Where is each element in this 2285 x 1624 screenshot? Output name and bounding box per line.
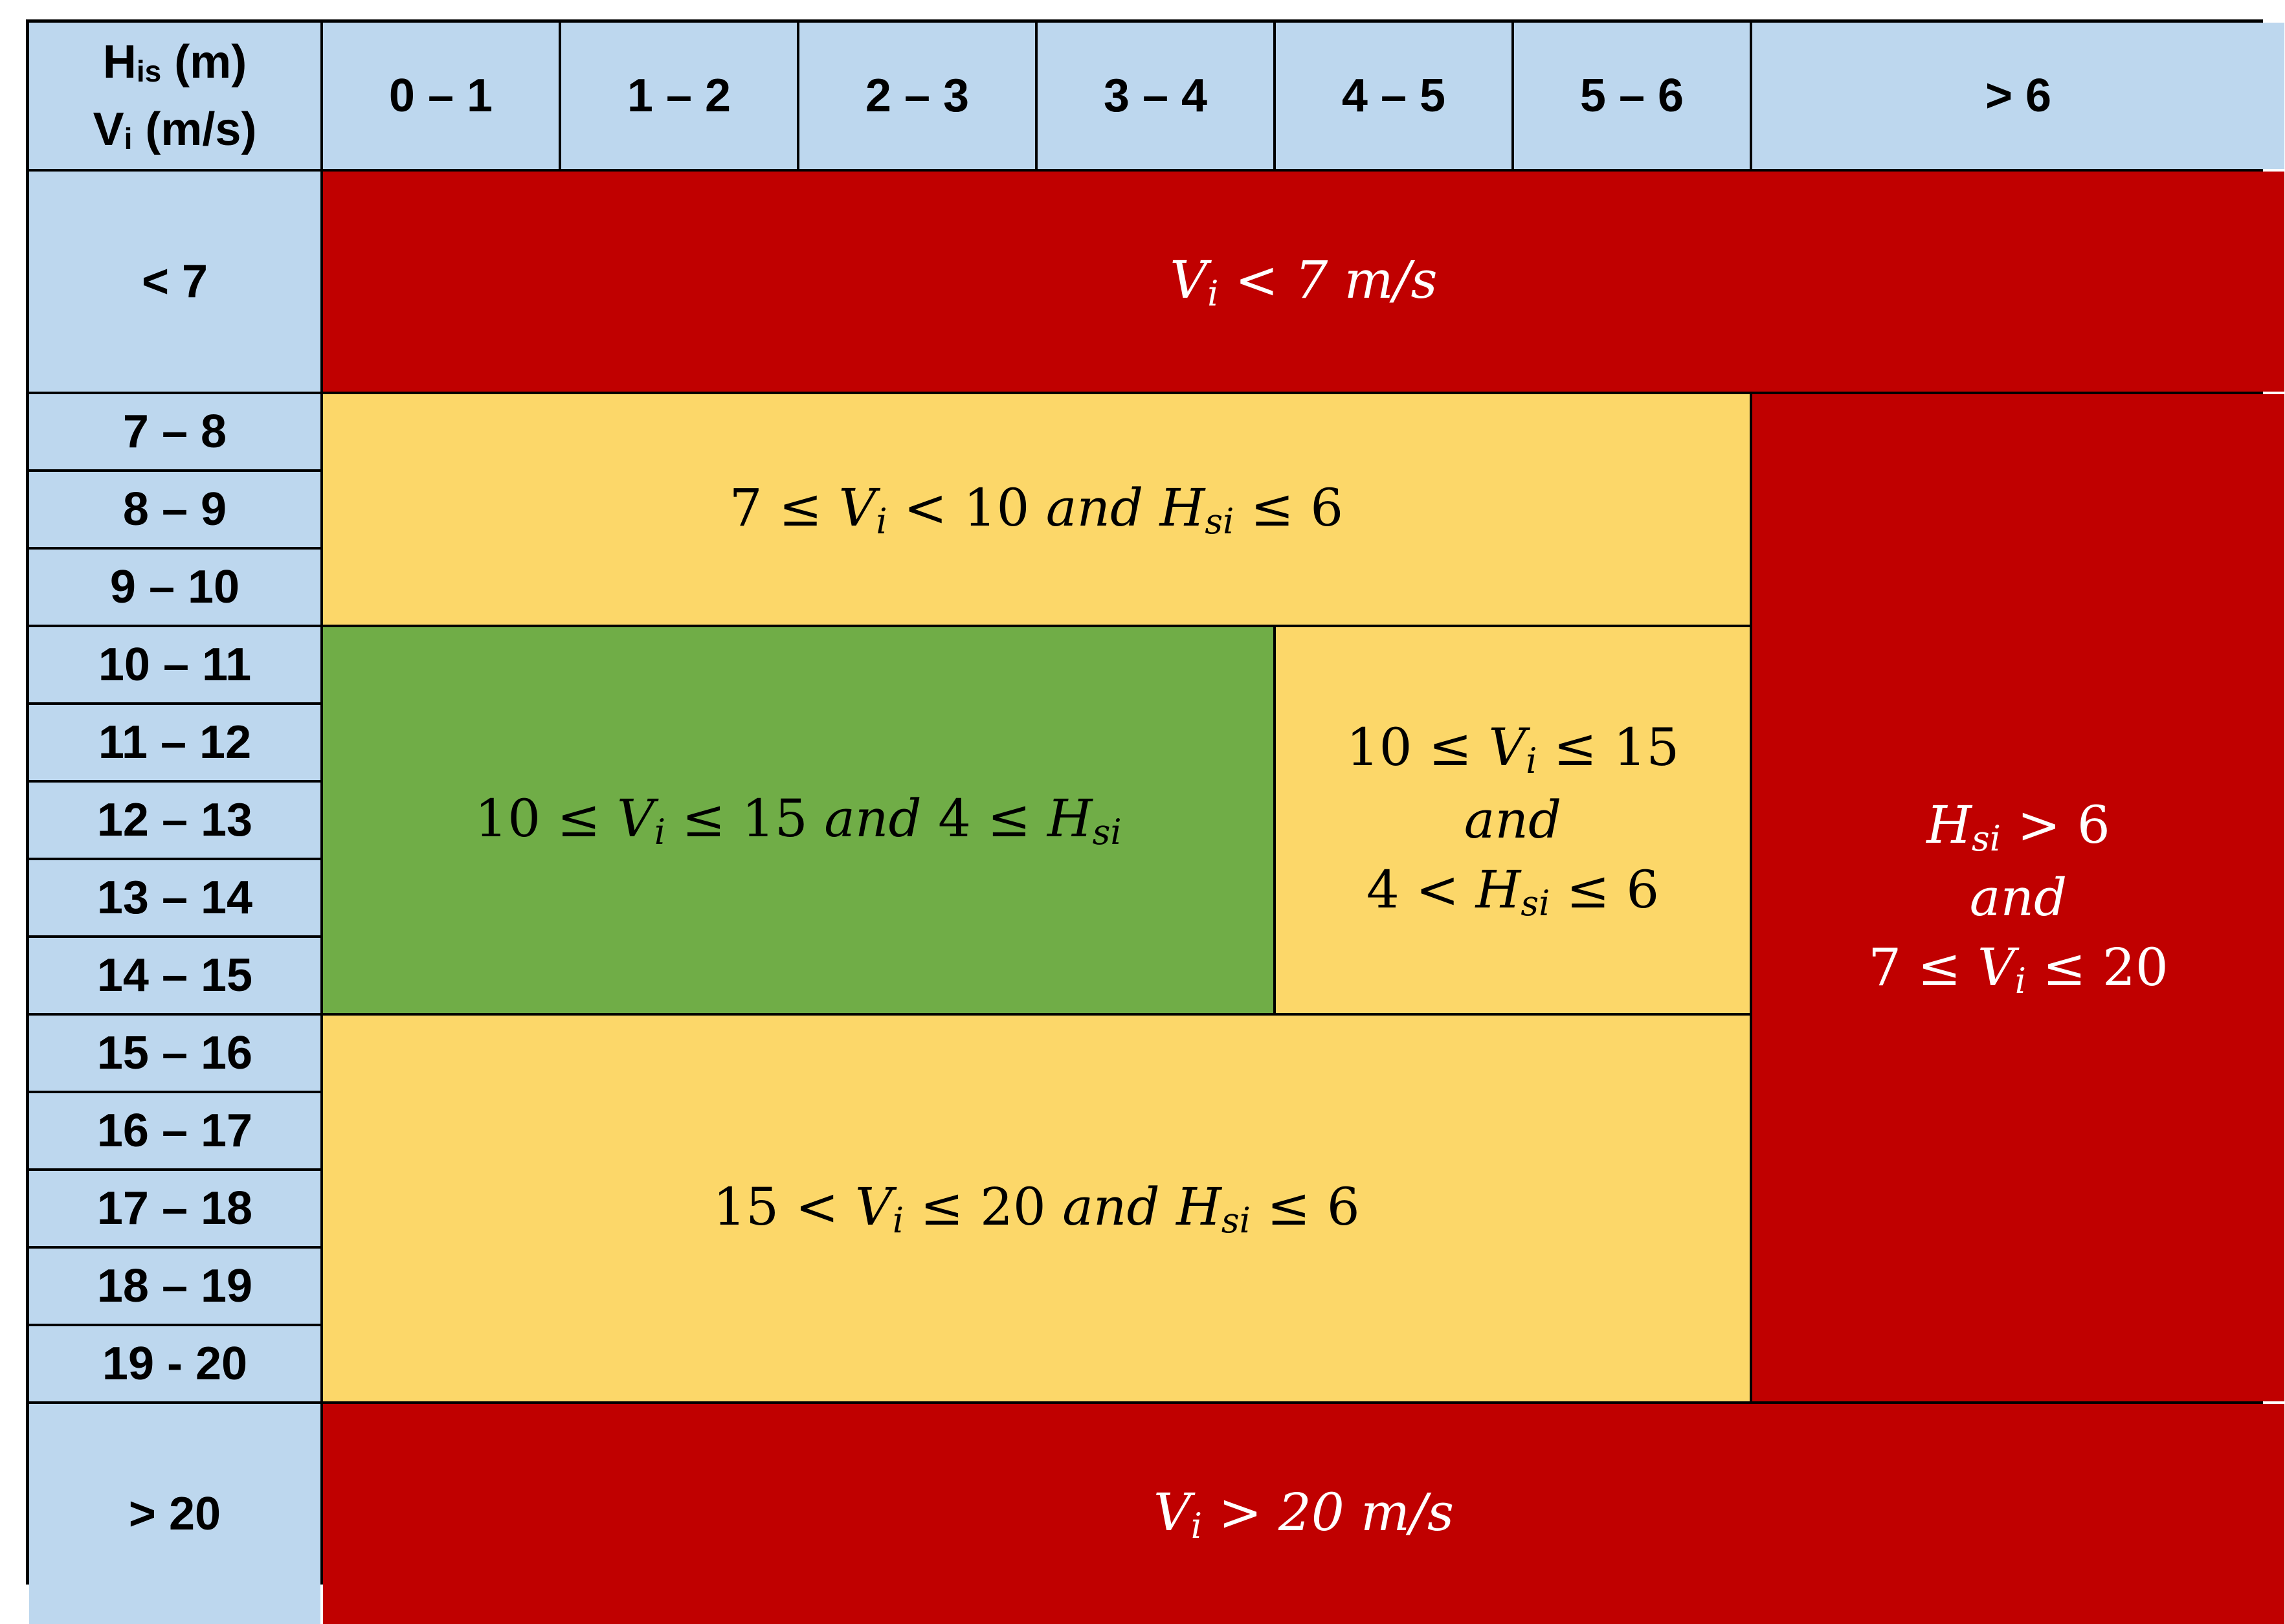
region-optimal: 10 ≤ Vi ≤ 15 and 4 ≤ Hsi [323, 627, 1273, 1013]
region-label-line: and [1969, 867, 2068, 928]
region-label: 15 < Vi ≤ 20 and Hsi ≤ 6 [713, 1177, 1360, 1241]
row-header: 15 – 16 [29, 1016, 320, 1091]
column-header: 3 – 4 [1038, 23, 1273, 169]
row-header: 11 – 12 [29, 705, 320, 780]
region-label-line: 4 < Hsi ≤ 6 [1366, 860, 1660, 924]
corner-header: His (m) Vi (m/s) [29, 23, 320, 169]
wind-wave-classification-table: His (m) Vi (m/s) 0 – 1 1 – 2 2 – 3 3 – 4… [26, 19, 2284, 1624]
region-label-line: 10 ≤ Vi ≤ 15 [1346, 717, 1680, 782]
row-header: 13 – 14 [29, 860, 320, 935]
column-header: 2 – 3 [799, 23, 1035, 169]
column-header: 5 – 6 [1514, 23, 1750, 169]
corner-line-wind-speed: Vi (m/s) [93, 104, 257, 155]
region-label: 7 ≤ Vi < 10 and Hsi ≤ 6 [729, 478, 1344, 542]
region-wind-7-to-10: 7 ≤ Vi < 10 and Hsi ≤ 6 [323, 394, 1750, 625]
row-header: 19 - 20 [29, 1326, 320, 1401]
region-mid-waves: 10 ≤ Vi ≤ 15 and 4 < Hsi ≤ 6 [1276, 627, 1750, 1013]
row-header: < 7 [29, 172, 320, 392]
column-header: > 6 [1752, 23, 2284, 169]
row-header: 18 – 19 [29, 1249, 320, 1324]
row-header: > 20 [29, 1404, 320, 1624]
column-header: 0 – 1 [323, 23, 559, 169]
region-label-line: 7 ≤ Vi ≤ 20 [1868, 937, 2168, 1001]
region-label-line: Hsi > 6 [1926, 795, 2110, 860]
row-header: 10 – 11 [29, 627, 320, 702]
region-high-waves: Hsi > 6 and 7 ≤ Vi ≤ 20 [1752, 394, 2284, 1401]
region-label: 10 ≤ Vi ≤ 15 and 4 ≤ Hsi [474, 788, 1122, 853]
row-header: 17 – 18 [29, 1171, 320, 1246]
column-header: 4 – 5 [1276, 23, 1511, 169]
region-label: Vi > 20 m/s [1153, 1482, 1455, 1547]
row-header: 14 – 15 [29, 938, 320, 1013]
column-header: 1 – 2 [561, 23, 797, 169]
row-header: 8 – 9 [29, 472, 320, 547]
region-low-wind-speed: Vi < 7 m/s [323, 172, 2284, 392]
region-high-wind-speed: Vi > 20 m/s [323, 1404, 2284, 1624]
region-wind-15-to-20: 15 < Vi ≤ 20 and Hsi ≤ 6 [323, 1016, 1750, 1401]
row-header: 16 – 17 [29, 1093, 320, 1168]
row-header: 7 – 8 [29, 394, 320, 469]
corner-line-wave-height: His (m) [102, 36, 247, 88]
region-label: Vi < 7 m/s [1170, 250, 1438, 315]
region-label-line: and [1464, 790, 1562, 850]
row-header: 9 – 10 [29, 550, 320, 625]
row-header: 12 – 13 [29, 783, 320, 858]
